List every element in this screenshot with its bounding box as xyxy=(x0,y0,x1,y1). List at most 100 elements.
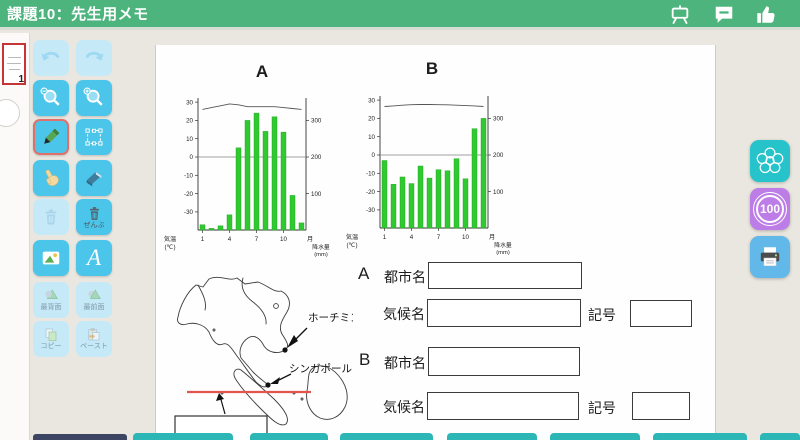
svg-text:(℃): (℃) xyxy=(346,242,357,249)
climate-name-label-b: 気候名 xyxy=(383,399,425,415)
bottom-tab-5[interactable] xyxy=(550,433,640,440)
marquee-select-icon xyxy=(85,128,103,146)
ho-chi-minh-label: ホーチミン xyxy=(308,312,353,324)
ho-chi-minh-dot xyxy=(282,347,288,353)
page-number: 1 xyxy=(18,74,24,85)
svg-text:1: 1 xyxy=(201,236,205,243)
city-name-label-b: 都市名 xyxy=(384,355,426,371)
svg-text:20: 20 xyxy=(186,118,193,125)
svg-text:20: 20 xyxy=(368,116,375,123)
svg-text:-30: -30 xyxy=(184,209,194,216)
svg-text:10: 10 xyxy=(368,134,375,141)
svg-text:300: 300 xyxy=(493,116,504,123)
print-button[interactable] xyxy=(750,236,790,278)
paste-button[interactable]: ペースト xyxy=(76,321,112,357)
zoom-in-button[interactable] xyxy=(76,80,112,116)
symbol-label-a: 記号 xyxy=(588,307,616,323)
printer-icon xyxy=(760,247,780,266)
copy-label: コピー xyxy=(40,343,62,350)
page-thumbnail-1[interactable]: 1 xyxy=(2,43,26,85)
trash-all-icon xyxy=(89,206,99,220)
svg-text:4: 4 xyxy=(410,234,414,241)
score-100-label: 100 xyxy=(753,192,787,226)
svg-text:月: 月 xyxy=(307,236,313,243)
symbol-box-a[interactable] xyxy=(630,300,692,327)
redo-button[interactable] xyxy=(76,40,112,76)
pen-tool-button[interactable] xyxy=(33,119,69,155)
score-100-stamp-button[interactable]: 100 xyxy=(750,188,790,230)
pen-icon xyxy=(44,128,60,144)
send-to-back-icon xyxy=(45,289,58,299)
bottom-menu-button[interactable] xyxy=(33,434,127,440)
svg-text:-10: -10 xyxy=(366,171,376,178)
page-title: 課題10：先生用メモ xyxy=(7,6,149,23)
symbol-box-b[interactable] xyxy=(632,392,690,420)
svg-text:300: 300 xyxy=(311,118,322,125)
delete-all-label: ぜんぶ xyxy=(83,221,105,229)
bottom-tab-2[interactable] xyxy=(250,433,328,440)
zoom-out-icon xyxy=(40,87,60,106)
eraser-tool-button[interactable] xyxy=(76,160,112,196)
svg-text:7: 7 xyxy=(255,236,259,243)
bring-to-front-button[interactable]: 最前面 xyxy=(76,282,112,318)
text-tool-button[interactable]: A xyxy=(76,240,112,276)
bring-to-front-icon xyxy=(88,289,101,299)
bottom-tab-4[interactable] xyxy=(447,433,537,440)
singapore-dot xyxy=(265,382,271,388)
city-name-label-a: 都市名 xyxy=(384,269,426,285)
svg-text:10: 10 xyxy=(462,234,469,241)
symbol-label-b: 記号 xyxy=(588,400,616,416)
row-a-label: A xyxy=(358,264,370,283)
svg-text:(mm): (mm) xyxy=(496,250,510,256)
eraser-icon xyxy=(86,172,102,187)
svg-text:10: 10 xyxy=(186,136,193,143)
trash-icon xyxy=(45,209,57,225)
zoom-in-icon xyxy=(83,87,103,106)
svg-text:気温: 気温 xyxy=(164,235,176,243)
pointing-hand-icon xyxy=(45,169,59,186)
zoom-out-button[interactable] xyxy=(33,80,69,116)
header-bar: 課題10：先生用メモ xyxy=(0,0,800,30)
singapore-label: シンガポール xyxy=(289,363,352,375)
flower-stamp-button[interactable] xyxy=(750,140,790,182)
svg-text:-20: -20 xyxy=(184,191,194,198)
climate-name-label-a: 気候名 xyxy=(383,306,425,322)
text-tool-icon: A xyxy=(86,245,102,270)
thumbs-up-icon[interactable] xyxy=(754,4,778,26)
delete-all-button[interactable]: ぜんぶ xyxy=(76,199,112,235)
svg-text:-30: -30 xyxy=(366,207,376,214)
svg-text:1: 1 xyxy=(383,234,387,241)
select-tool-button[interactable] xyxy=(76,119,112,155)
copy-button[interactable]: コピー xyxy=(33,321,69,357)
hand-tool-button[interactable] xyxy=(33,160,69,196)
undo-button[interactable] xyxy=(33,40,69,76)
delete-button[interactable] xyxy=(33,199,69,235)
presentation-board-icon[interactable] xyxy=(668,4,692,26)
city-name-box-b[interactable] xyxy=(428,347,580,376)
bring-to-front-label: 最前面 xyxy=(83,304,105,311)
climate-name-box-b[interactable] xyxy=(427,392,579,420)
svg-text:200: 200 xyxy=(311,154,322,161)
bottom-tab-7[interactable] xyxy=(760,433,800,440)
insert-image-button[interactable] xyxy=(33,240,69,276)
send-to-back-label: 最背面 xyxy=(40,304,62,311)
city-name-box-a[interactable] xyxy=(428,262,582,289)
southeast-asia-map: ホーチミン シンガポール xyxy=(174,276,353,440)
svg-text:気温: 気温 xyxy=(346,233,358,241)
send-to-back-button[interactable]: 最背面 xyxy=(33,282,69,318)
page-thumbnail-2[interactable] xyxy=(0,99,20,127)
svg-text:100: 100 xyxy=(311,191,322,198)
page-thumbnail-panel: 1 xyxy=(0,33,30,440)
svg-text:30: 30 xyxy=(186,99,193,106)
bottom-tab-1[interactable] xyxy=(133,433,233,440)
bottom-tab-3[interactable] xyxy=(340,433,433,440)
climate-name-box-a[interactable] xyxy=(427,299,581,327)
chat-icon[interactable] xyxy=(712,4,736,26)
image-icon xyxy=(42,251,60,265)
redo-icon xyxy=(85,51,104,61)
svg-text:-10: -10 xyxy=(184,173,194,180)
bottom-tab-6[interactable] xyxy=(653,433,747,440)
svg-text:4: 4 xyxy=(228,236,232,243)
